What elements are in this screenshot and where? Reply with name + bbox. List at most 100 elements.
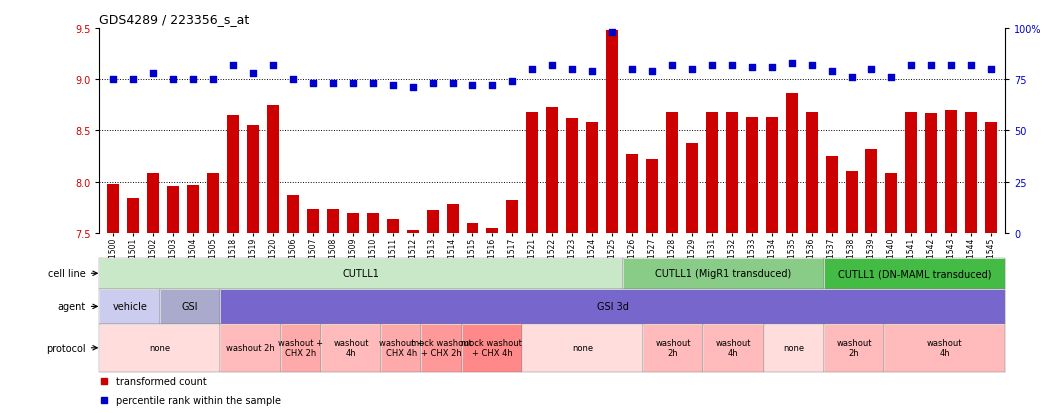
Bar bbox=[886, 174, 897, 233]
Bar bbox=[128, 199, 139, 233]
Bar bbox=[626, 154, 638, 233]
Point bbox=[384, 83, 401, 90]
Text: percentile rank within the sample: percentile rank within the sample bbox=[116, 394, 281, 405]
Point bbox=[245, 71, 262, 77]
Bar bbox=[462, 324, 522, 372]
Bar bbox=[381, 324, 422, 372]
Point bbox=[205, 77, 222, 83]
Text: GDS4289 / 223356_s_at: GDS4289 / 223356_s_at bbox=[99, 13, 250, 26]
Bar bbox=[623, 258, 824, 289]
Point bbox=[424, 81, 441, 88]
Bar bbox=[99, 258, 623, 289]
Text: transformed count: transformed count bbox=[116, 376, 206, 386]
Bar bbox=[824, 324, 885, 372]
Bar bbox=[160, 289, 220, 324]
Text: washout 2h: washout 2h bbox=[226, 344, 274, 352]
Text: washout +
CHX 4h: washout + CHX 4h bbox=[379, 338, 424, 358]
Bar bbox=[386, 219, 399, 233]
Bar bbox=[686, 143, 698, 233]
Bar bbox=[704, 324, 763, 372]
Bar bbox=[99, 324, 220, 372]
Point bbox=[285, 77, 302, 83]
Point bbox=[325, 81, 341, 88]
Point bbox=[743, 64, 760, 71]
Point bbox=[564, 66, 581, 73]
Point bbox=[723, 62, 740, 69]
Text: cell line: cell line bbox=[48, 268, 86, 279]
Point bbox=[265, 62, 282, 69]
Bar bbox=[826, 157, 838, 233]
Point bbox=[444, 81, 461, 88]
Bar bbox=[467, 223, 478, 233]
Bar bbox=[108, 184, 119, 233]
Point bbox=[344, 81, 361, 88]
Bar bbox=[99, 324, 220, 372]
Bar bbox=[527, 113, 538, 233]
Point bbox=[763, 64, 780, 71]
Point bbox=[664, 62, 681, 69]
Bar bbox=[945, 111, 957, 233]
Bar bbox=[148, 174, 159, 233]
Text: mock washout
+ CHX 4h: mock washout + CHX 4h bbox=[462, 338, 522, 358]
Point bbox=[963, 62, 980, 69]
Bar bbox=[406, 230, 419, 233]
Text: washout
2h: washout 2h bbox=[655, 338, 691, 358]
Bar bbox=[307, 210, 319, 233]
Point bbox=[983, 66, 1000, 73]
Bar bbox=[965, 113, 977, 233]
Bar bbox=[763, 324, 824, 372]
Bar bbox=[926, 114, 937, 233]
Bar bbox=[287, 195, 299, 233]
Point bbox=[225, 62, 242, 69]
Text: protocol: protocol bbox=[46, 343, 86, 353]
Bar bbox=[220, 289, 1005, 324]
Bar bbox=[220, 324, 281, 372]
Text: washout
2h: washout 2h bbox=[837, 338, 872, 358]
Bar bbox=[99, 258, 623, 289]
Point bbox=[524, 66, 540, 73]
Point bbox=[883, 75, 899, 81]
Bar bbox=[763, 324, 824, 372]
Point bbox=[105, 77, 121, 83]
Bar bbox=[566, 119, 578, 233]
Bar bbox=[462, 324, 522, 372]
Bar bbox=[227, 116, 239, 233]
Bar bbox=[824, 258, 1005, 289]
Bar bbox=[99, 289, 160, 324]
Bar bbox=[187, 185, 199, 233]
Point bbox=[164, 77, 181, 83]
Point bbox=[185, 77, 202, 83]
Bar bbox=[704, 324, 763, 372]
Bar bbox=[381, 324, 422, 372]
Text: none: none bbox=[150, 344, 171, 352]
Text: CUTLL1 (MigR1 transduced): CUTLL1 (MigR1 transduced) bbox=[655, 268, 792, 279]
Bar bbox=[366, 214, 379, 233]
Text: washout +
CHX 2h: washout + CHX 2h bbox=[279, 338, 324, 358]
Bar bbox=[606, 31, 618, 233]
Bar bbox=[207, 174, 219, 233]
Bar bbox=[646, 160, 658, 233]
Bar bbox=[805, 113, 818, 233]
Bar bbox=[623, 258, 824, 289]
Bar bbox=[586, 123, 598, 233]
Bar bbox=[726, 113, 738, 233]
Bar bbox=[522, 324, 643, 372]
Point bbox=[843, 75, 860, 81]
Bar bbox=[160, 289, 220, 324]
Bar bbox=[643, 324, 704, 372]
Bar bbox=[547, 108, 558, 233]
Bar bbox=[347, 214, 359, 233]
Bar bbox=[985, 123, 997, 233]
Point bbox=[544, 62, 561, 69]
Bar bbox=[487, 228, 498, 233]
Bar bbox=[745, 118, 758, 233]
Bar bbox=[643, 324, 704, 372]
Bar bbox=[824, 324, 885, 372]
Bar bbox=[666, 113, 678, 233]
Point bbox=[704, 62, 720, 69]
Text: vehicle: vehicle bbox=[112, 301, 147, 312]
Bar bbox=[320, 324, 381, 372]
Bar bbox=[906, 113, 917, 233]
Text: CUTLL1: CUTLL1 bbox=[342, 268, 379, 279]
Text: washout
4h: washout 4h bbox=[927, 338, 962, 358]
